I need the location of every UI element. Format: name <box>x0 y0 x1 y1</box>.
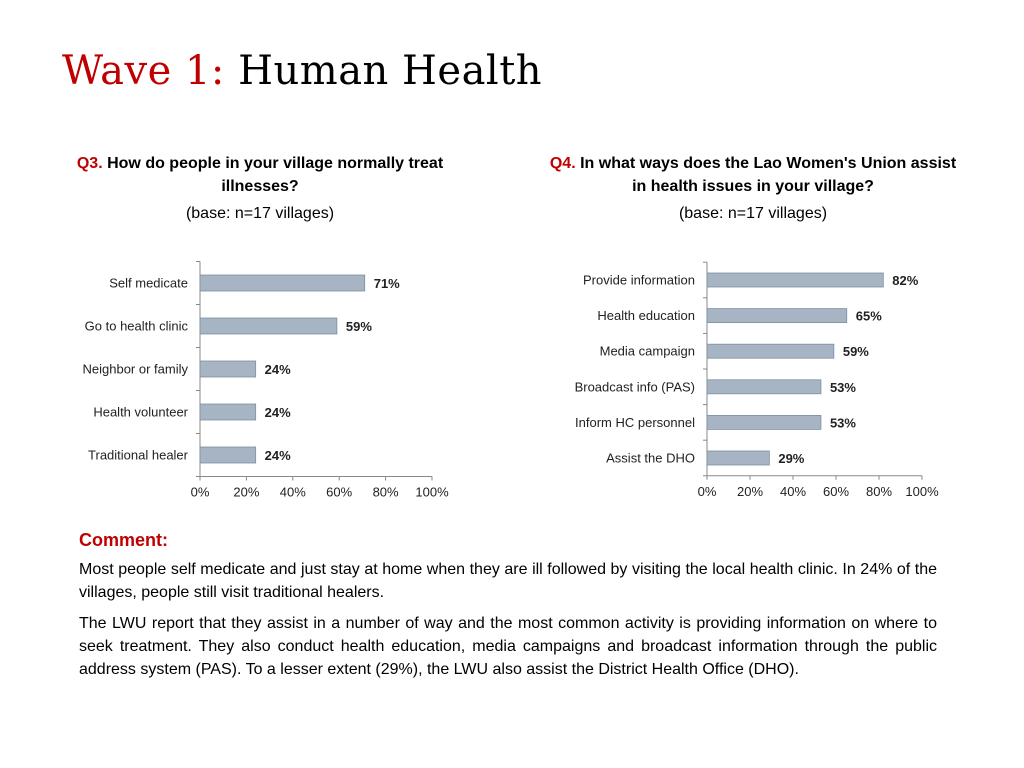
data-label: 24% <box>265 405 291 420</box>
x-tick-label: 20% <box>737 484 763 499</box>
q4-question-line: Q4. In what ways does the Lao Women's Un… <box>548 152 958 198</box>
comment-paragraph-2: The LWU report that they assist in a num… <box>79 615 937 678</box>
category-label: Assist the DHO <box>606 451 695 466</box>
data-label: 53% <box>830 380 856 395</box>
category-label: Provide information <box>583 273 695 288</box>
q3-question-line: Q3. How do people in your village normal… <box>40 152 480 198</box>
comment-heading: Comment: <box>79 530 168 550</box>
data-label: 59% <box>843 344 869 359</box>
bar <box>199 317 338 335</box>
data-label: 82% <box>892 273 918 288</box>
x-tick-label: 40% <box>280 485 306 500</box>
data-label: 59% <box>346 319 372 334</box>
x-tick-label: 80% <box>866 484 892 499</box>
bar <box>706 343 835 359</box>
category-label: Broadcast info (PAS) <box>575 379 695 394</box>
data-label: 65% <box>856 309 882 324</box>
title-prefix: Wave 1: <box>62 48 225 94</box>
x-tick-label: 20% <box>233 485 259 500</box>
bar <box>706 308 848 323</box>
q4-base: (base: n=17 villages) <box>678 205 828 222</box>
x-tick-label: 60% <box>326 485 352 500</box>
comment-section: Comment: Most people self medicate and j… <box>79 529 937 689</box>
q3-question: How do people in your village normally t… <box>107 155 444 195</box>
category-label: Go to health clinic <box>85 319 189 334</box>
data-label: 24% <box>265 362 291 377</box>
q4-number: Q4. <box>549 155 576 172</box>
category-label: Neighbor or family <box>83 362 189 377</box>
category-label: Traditional healer <box>88 448 189 463</box>
q3-header: Q3. How do people in your village normal… <box>40 152 480 225</box>
x-tick-label: 40% <box>780 484 806 499</box>
data-label: 24% <box>265 448 291 463</box>
x-tick-label: 0% <box>698 484 717 499</box>
bar <box>706 450 770 466</box>
data-label: 29% <box>778 451 804 466</box>
x-tick-label: 100% <box>905 484 939 499</box>
data-label: 53% <box>830 415 856 430</box>
data-label: 71% <box>374 276 400 291</box>
x-tick-label: 80% <box>373 485 399 500</box>
category-label: Health education <box>597 308 695 323</box>
bar <box>199 403 257 421</box>
bar <box>706 272 884 288</box>
category-label: Media campaign <box>600 344 695 359</box>
x-tick-label: 0% <box>191 485 210 500</box>
q4-header: Q4. In what ways does the Lao Women's Un… <box>548 152 958 225</box>
bar <box>199 360 257 378</box>
x-tick-label: 100% <box>415 485 449 500</box>
q3-base: (base: n=17 villages) <box>185 205 335 222</box>
q4-bar-chart: 0% 20% 40% 60% 80% 100% Provide information 82%… <box>575 261 939 499</box>
bar <box>199 274 366 292</box>
category-label: Inform HC personnel <box>575 415 695 430</box>
category-label: Health volunteer <box>93 405 188 420</box>
category-label: Self medicate <box>109 276 188 291</box>
bar <box>199 446 257 464</box>
page-title: Wave 1: Human Health <box>62 48 542 94</box>
q4-question: In what ways does the Lao Women's Union … <box>580 155 957 195</box>
q3-bar-chart: 0% 20% 40% 60% 80% 100% Self medicate 71% Go to … <box>83 261 449 500</box>
title-main: Human Health <box>238 48 543 94</box>
x-tick-label: 60% <box>823 484 849 499</box>
bar <box>706 379 822 395</box>
bar <box>706 414 822 430</box>
q3-number: Q3. <box>76 155 103 172</box>
comment-paragraph-1: Most people self medicate and just stay … <box>79 561 937 601</box>
